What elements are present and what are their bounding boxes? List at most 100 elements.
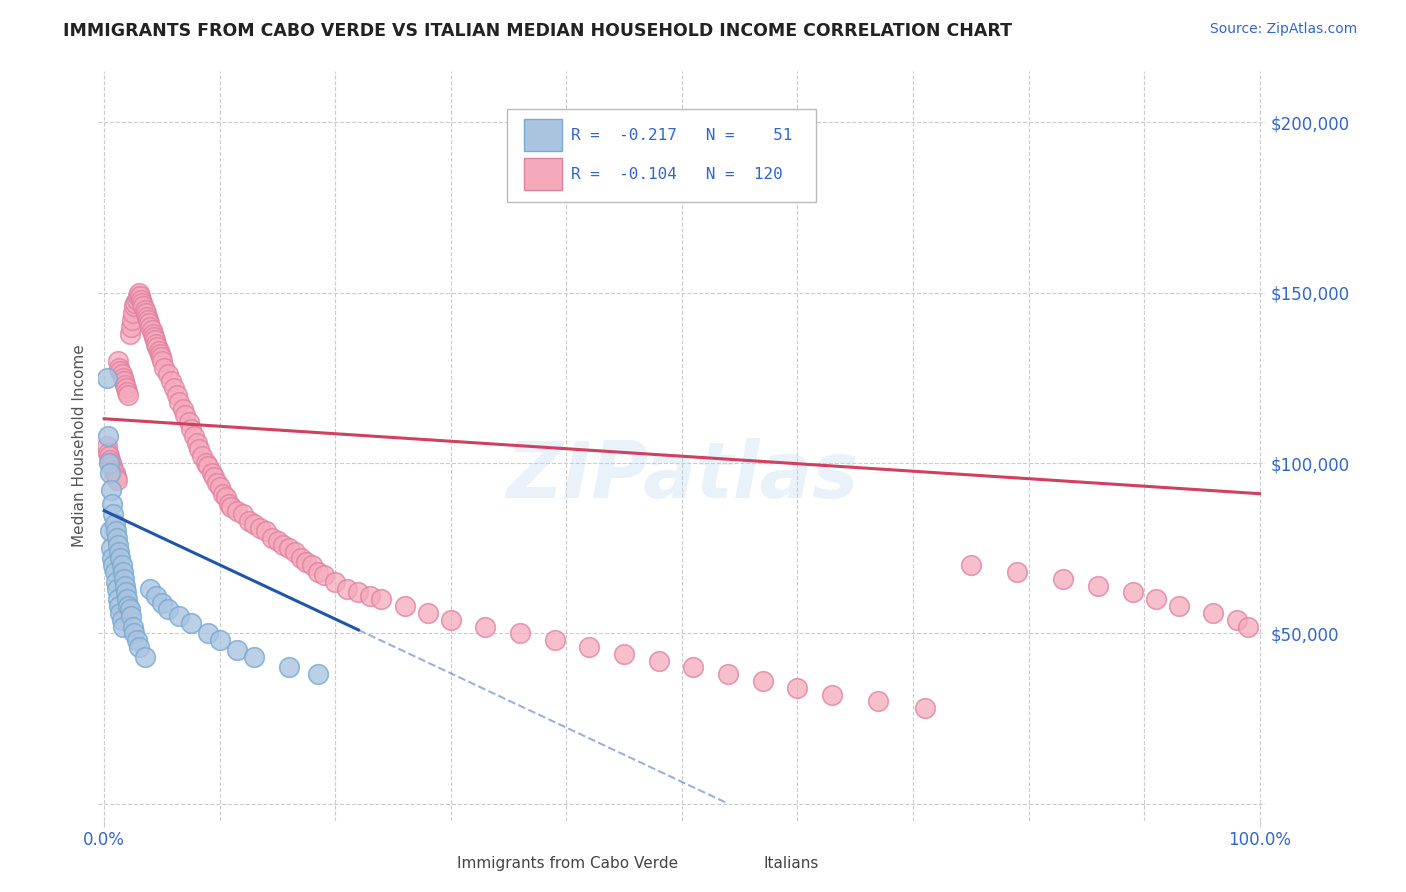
Point <box>105 582 128 596</box>
Point <box>114 377 136 392</box>
Point <box>194 456 217 470</box>
Point <box>232 507 254 521</box>
FancyBboxPatch shape <box>524 158 562 190</box>
Point <box>103 558 125 573</box>
Point <box>132 299 155 313</box>
Point <box>107 354 129 368</box>
Point <box>108 360 131 375</box>
Point <box>117 384 139 399</box>
Point <box>142 326 165 341</box>
Point <box>249 521 271 535</box>
Point <box>122 619 145 633</box>
Point <box>134 302 156 317</box>
Point <box>120 609 142 624</box>
Point <box>284 544 307 558</box>
Point <box>104 565 127 579</box>
Point <box>128 640 150 654</box>
Point <box>104 469 127 483</box>
Point <box>254 524 277 538</box>
Point <box>578 640 600 654</box>
Point <box>156 368 179 382</box>
Point <box>125 633 148 648</box>
Point <box>111 371 134 385</box>
Point <box>104 467 127 481</box>
Point <box>1225 613 1247 627</box>
Point <box>1005 565 1028 579</box>
Point <box>118 602 141 616</box>
Point <box>125 293 148 307</box>
Point <box>1052 572 1074 586</box>
Point <box>212 486 235 500</box>
Point <box>110 551 132 566</box>
Point <box>544 633 567 648</box>
Text: R =  -0.217   N =    51: R = -0.217 N = 51 <box>571 128 793 143</box>
Point <box>278 541 301 556</box>
Point <box>180 616 202 631</box>
Point <box>370 592 392 607</box>
Point <box>177 415 200 429</box>
Point <box>323 575 346 590</box>
Point <box>266 534 288 549</box>
Point <box>868 694 890 708</box>
Point <box>111 619 134 633</box>
Point <box>131 296 153 310</box>
Point <box>104 517 127 532</box>
Point <box>115 585 138 599</box>
Point <box>149 351 172 365</box>
Point <box>295 555 318 569</box>
Point <box>120 319 142 334</box>
Point <box>110 558 132 573</box>
FancyBboxPatch shape <box>720 853 755 875</box>
Point <box>221 500 243 515</box>
Point <box>107 538 129 552</box>
Point <box>208 480 231 494</box>
Point <box>110 606 132 620</box>
Point <box>197 626 219 640</box>
Point <box>110 364 132 378</box>
Text: ZIPatlas: ZIPatlas <box>506 438 858 514</box>
Point <box>156 602 179 616</box>
Text: R =  -0.104   N =  120: R = -0.104 N = 120 <box>571 167 783 181</box>
Point <box>100 541 122 556</box>
Point <box>121 313 143 327</box>
Point <box>786 681 808 695</box>
Point <box>97 429 120 443</box>
Point <box>97 446 120 460</box>
Point <box>104 524 127 538</box>
Point <box>153 360 176 375</box>
Point <box>148 343 170 358</box>
Point <box>1237 619 1260 633</box>
Point <box>613 647 636 661</box>
Point <box>100 456 122 470</box>
Point <box>139 582 162 596</box>
Point <box>243 517 266 532</box>
Point <box>172 401 194 416</box>
Point <box>150 354 173 368</box>
Point <box>290 551 312 566</box>
Point <box>440 613 463 627</box>
Point <box>104 575 127 590</box>
Point <box>347 585 370 599</box>
Point <box>96 371 118 385</box>
Point <box>197 459 219 474</box>
Point <box>101 551 124 566</box>
Point <box>648 654 671 668</box>
Point <box>169 609 191 624</box>
Text: IMMIGRANTS FROM CABO VERDE VS ITALIAN MEDIAN HOUSEHOLD INCOME CORRELATION CHART: IMMIGRANTS FROM CABO VERDE VS ITALIAN ME… <box>63 22 1012 40</box>
Point <box>174 409 197 423</box>
Point <box>115 381 138 395</box>
Point <box>117 388 139 402</box>
Point <box>394 599 416 613</box>
Point <box>752 673 775 688</box>
Point <box>112 374 135 388</box>
Point <box>105 473 128 487</box>
Point <box>717 667 740 681</box>
Point <box>98 467 121 481</box>
Point <box>214 490 236 504</box>
Point <box>359 589 381 603</box>
Point <box>101 497 124 511</box>
Point <box>97 449 120 463</box>
Point <box>98 524 121 538</box>
Point <box>129 293 152 307</box>
Point <box>1121 585 1143 599</box>
